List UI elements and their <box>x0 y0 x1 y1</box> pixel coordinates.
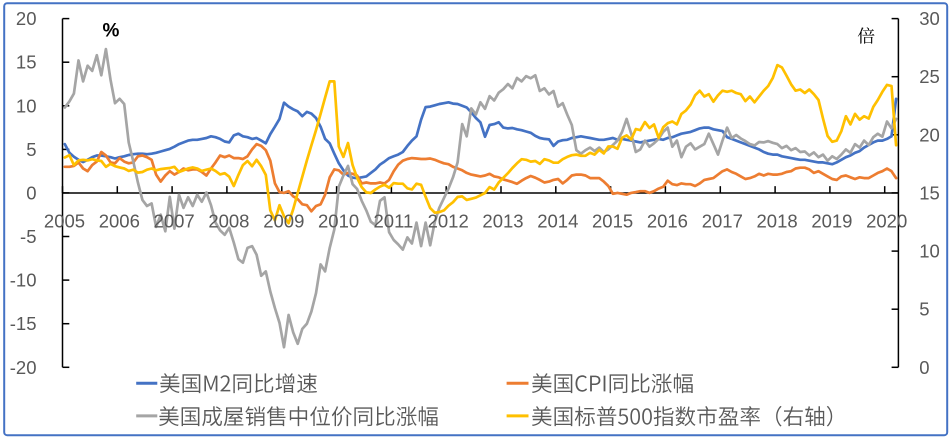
svg-text:2018: 2018 <box>757 210 798 231</box>
svg-text:2016: 2016 <box>647 210 688 231</box>
svg-text:2008: 2008 <box>208 210 249 231</box>
svg-text:2005: 2005 <box>44 210 85 231</box>
svg-text:2019: 2019 <box>811 210 852 231</box>
svg-text:2017: 2017 <box>702 210 743 231</box>
svg-text:2007: 2007 <box>154 210 195 231</box>
svg-text:2009: 2009 <box>263 210 304 231</box>
svg-text:5: 5 <box>919 299 929 320</box>
svg-text:%: % <box>103 21 120 42</box>
svg-text:15: 15 <box>16 52 37 73</box>
svg-text:2012: 2012 <box>428 210 469 231</box>
svg-text:2010: 2010 <box>318 210 359 231</box>
svg-text:0: 0 <box>919 357 929 378</box>
svg-text:25: 25 <box>919 66 940 87</box>
svg-text:10: 10 <box>919 241 940 262</box>
svg-text:5: 5 <box>26 139 36 160</box>
svg-text:-15: -15 <box>10 313 37 334</box>
svg-text:-10: -10 <box>10 270 37 291</box>
svg-text:0: 0 <box>26 182 36 203</box>
svg-text:2014: 2014 <box>537 210 578 231</box>
svg-text:2011: 2011 <box>374 210 414 231</box>
svg-text:2006: 2006 <box>99 210 140 231</box>
svg-text:2013: 2013 <box>482 210 523 231</box>
svg-text:20: 20 <box>16 8 37 29</box>
svg-text:2020: 2020 <box>866 210 907 231</box>
svg-text:2015: 2015 <box>592 210 633 231</box>
svg-text:10: 10 <box>16 95 37 116</box>
svg-text:15: 15 <box>919 182 940 203</box>
svg-text:-5: -5 <box>20 226 36 247</box>
svg-text:20: 20 <box>919 124 940 145</box>
svg-text:-20: -20 <box>10 357 37 378</box>
svg-text:30: 30 <box>919 8 940 29</box>
